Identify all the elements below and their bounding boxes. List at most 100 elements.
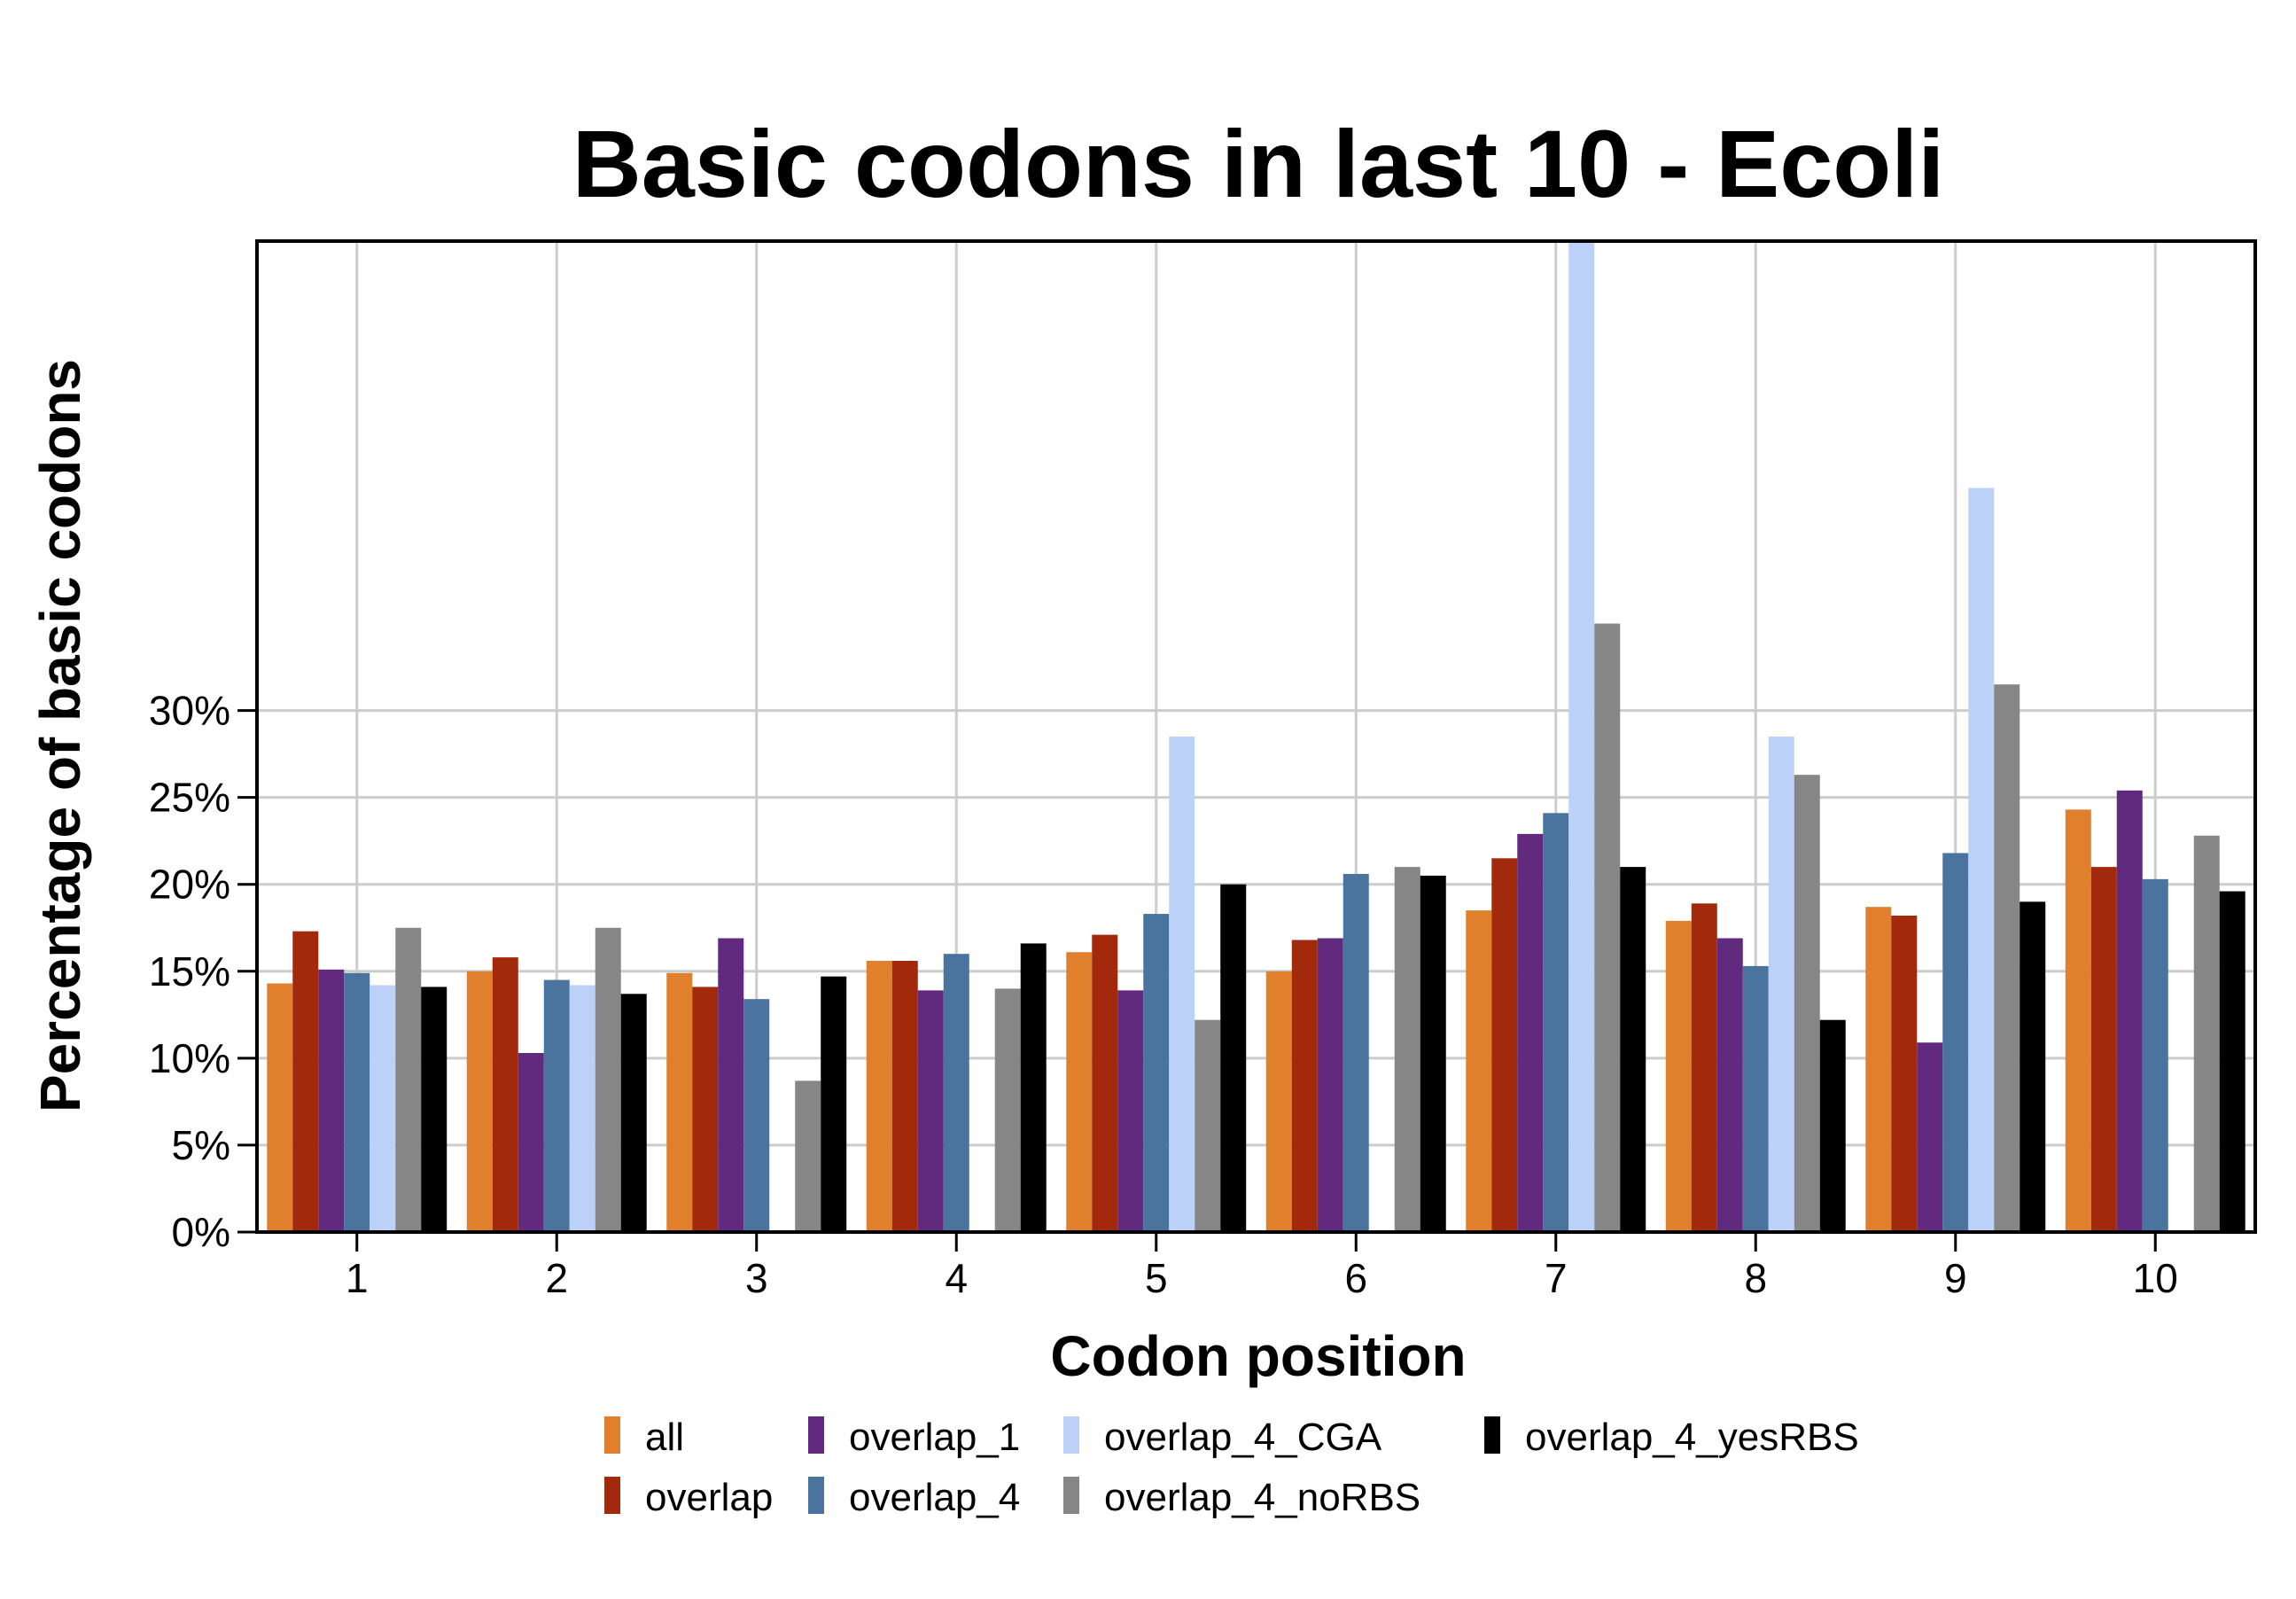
legend-label-all: all <box>645 1416 684 1459</box>
x-tick-label: 6 <box>1344 1255 1367 1301</box>
legend-swatch-overlap_4 <box>808 1477 824 1514</box>
bar-overlap-8 <box>1691 903 1717 1232</box>
bar-all-4 <box>866 961 892 1232</box>
y-axis: 0% 5% 10% 15% 20% 25% 30% <box>149 688 257 1255</box>
bar-overlap_4-6 <box>1343 873 1369 1232</box>
bar-overlap_1-3 <box>718 938 744 1232</box>
x-tick-label: 5 <box>1145 1255 1168 1301</box>
bar-overlap-6 <box>1291 940 1318 1232</box>
x-tick-label: 8 <box>1744 1255 1767 1301</box>
bar-overlap-4 <box>891 961 918 1232</box>
x-tick-label: 7 <box>1545 1255 1568 1301</box>
bar-overlap_1-4 <box>917 990 944 1232</box>
bar-overlap_4_noRBS-8 <box>1794 775 1820 1232</box>
legend-label-overlap_4_yesRBS: overlap_4_yesRBS <box>1525 1416 1859 1459</box>
bar-overlap-7 <box>1491 858 1518 1232</box>
bar-overlap-1 <box>292 931 319 1232</box>
x-tick-label: 10 <box>2133 1255 2178 1301</box>
bar-all-3 <box>666 972 693 1232</box>
bar-overlap_1-9 <box>1917 1042 1943 1232</box>
chart-title: Basic codons in last 10 - Ecoli <box>572 110 1945 217</box>
bars <box>267 241 2245 1232</box>
bar-overlap_4_noRBS-1 <box>395 927 422 1232</box>
legend: all overlap overlap_1 overlap_4 overlap_4_CG… <box>604 1416 1859 1519</box>
bar-overlap_4-4 <box>943 954 969 1232</box>
bar-overlap_1-7 <box>1517 833 1544 1232</box>
bar-overlap_4_noRBS-10 <box>2193 835 2220 1232</box>
legend-label-overlap: overlap <box>645 1476 773 1519</box>
x-axis: 1 2 3 4 5 6 7 8 9 10 <box>346 1232 2178 1301</box>
bar-all-8 <box>1665 920 1692 1232</box>
x-axis-label: Codon position <box>1050 1324 1466 1388</box>
bar-overlap-9 <box>1891 916 1918 1232</box>
legend-label-overlap_4: overlap_4 <box>849 1476 1020 1519</box>
bar-overlap_4_noRBS-9 <box>1994 684 2020 1232</box>
bar-overlap-10 <box>2090 867 2117 1232</box>
bar-overlap_4-1 <box>344 972 370 1232</box>
bar-overlap_4_noRBS-2 <box>595 927 621 1232</box>
y-tick-label: 25% <box>149 775 230 821</box>
bar-overlap_4_yesRBS-8 <box>1819 1019 1846 1232</box>
bar-all-2 <box>466 971 493 1232</box>
legend-swatch-all <box>604 1416 620 1454</box>
bar-overlap_4_CGA-7 <box>1568 241 1595 1232</box>
bar-overlap_1-6 <box>1317 938 1343 1232</box>
bar-all-9 <box>1865 907 1892 1232</box>
bar-overlap_4_yesRBS-4 <box>1020 943 1047 1232</box>
bar-overlap_4_yesRBS-7 <box>1620 867 1646 1232</box>
bar-overlap_4-10 <box>2142 878 2168 1232</box>
bar-overlap_4_noRBS-7 <box>1594 623 1621 1232</box>
x-tick-label: 1 <box>346 1255 369 1301</box>
legend-swatch-overlap_4_noRBS <box>1063 1477 1079 1514</box>
bar-overlap_4_noRBS-3 <box>795 1080 821 1232</box>
bar-overlap_4_yesRBS-5 <box>1220 884 1247 1232</box>
bar-overlap_1-8 <box>1716 938 1743 1232</box>
y-tick-label: 0% <box>172 1209 230 1255</box>
bar-overlap_4-2 <box>543 979 570 1232</box>
plot-frame <box>255 239 2257 1234</box>
legend-swatch-overlap_4_yesRBS <box>1484 1416 1500 1454</box>
bar-overlap_4-5 <box>1143 914 1170 1232</box>
bar-all-1 <box>267 983 293 1232</box>
bar-overlap_4_CGA-1 <box>370 985 396 1232</box>
bar-overlap_4-7 <box>1543 813 1569 1232</box>
bar-overlap_4_yesRBS-6 <box>1420 875 1446 1232</box>
y-axis-label: Percentage of basic codons <box>28 359 92 1112</box>
bar-all-10 <box>2065 809 2091 1232</box>
bar-overlap-3 <box>692 987 719 1232</box>
bar-overlap_4_CGA-8 <box>1768 737 1794 1232</box>
bar-overlap-5 <box>1092 934 1118 1232</box>
bar-overlap-2 <box>492 957 518 1232</box>
legend-swatch-overlap_1 <box>808 1416 824 1454</box>
legend-label-overlap_1: overlap_1 <box>849 1416 1020 1459</box>
y-tick-label: 15% <box>149 948 230 994</box>
bar-all-6 <box>1265 971 1292 1232</box>
bar-overlap_1-2 <box>518 1052 544 1232</box>
bar-overlap_4_yesRBS-2 <box>620 994 647 1232</box>
bar-overlap_1-10 <box>2116 790 2143 1232</box>
bar-overlap_4_CGA-2 <box>569 985 595 1232</box>
bar-overlap_4-3 <box>743 999 770 1232</box>
bar-overlap_1-5 <box>1117 990 1144 1232</box>
bar-overlap_4_noRBS-6 <box>1394 867 1420 1232</box>
y-tick-label: 5% <box>172 1122 230 1168</box>
x-tick-label: 2 <box>545 1255 568 1301</box>
bar-overlap_4_noRBS-5 <box>1195 1019 1221 1232</box>
x-tick-label: 9 <box>1944 1255 1967 1301</box>
bar-overlap_4_CGA-5 <box>1169 737 1195 1232</box>
y-tick-label: 10% <box>149 1035 230 1081</box>
bar-all-5 <box>1066 952 1093 1232</box>
bar-overlap_4_yesRBS-3 <box>821 976 847 1232</box>
legend-label-overlap_4_noRBS: overlap_4_noRBS <box>1104 1476 1420 1519</box>
bar-all-7 <box>1466 910 1492 1232</box>
y-tick-label: 20% <box>149 862 230 908</box>
bar-overlap_4_yesRBS-10 <box>2219 891 2245 1232</box>
bar-overlap_1-1 <box>318 969 345 1232</box>
bar-overlap_4_CGA-9 <box>1968 488 1995 1232</box>
bar-overlap_4-8 <box>1742 965 1769 1232</box>
bar-overlap_4_yesRBS-9 <box>2020 901 2046 1232</box>
y-tick-label: 30% <box>149 688 230 734</box>
x-tick-label: 3 <box>745 1255 768 1301</box>
